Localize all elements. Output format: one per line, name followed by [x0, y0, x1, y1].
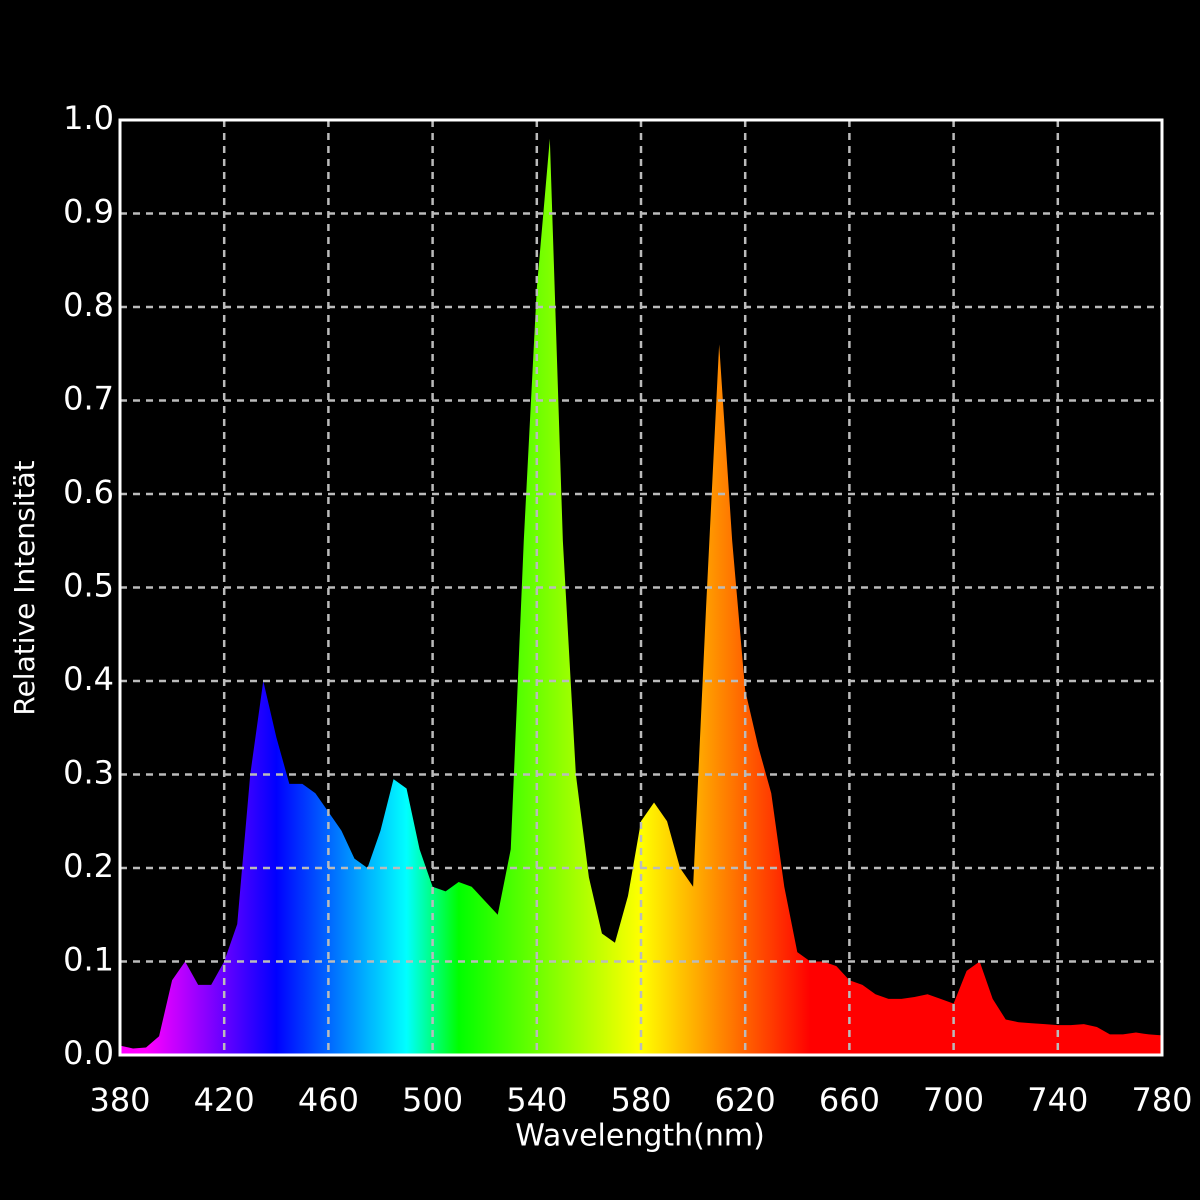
x-tick-label: 700: [923, 1081, 984, 1119]
y-tick-label: 0.6: [63, 473, 114, 511]
x-tick-label: 580: [610, 1081, 671, 1119]
x-tick-label: 620: [715, 1081, 776, 1119]
y-tick-label: 0.0: [63, 1034, 114, 1072]
y-tick-label: 0.4: [63, 660, 114, 698]
y-tick-label: 0.1: [63, 941, 114, 979]
y-tick-label: 0.9: [63, 193, 114, 231]
x-tick-label: 500: [402, 1081, 463, 1119]
x-tick-label: 740: [1027, 1081, 1088, 1119]
spectrum-area: [120, 138, 1162, 1055]
x-tick-label: 380: [89, 1081, 150, 1119]
y-axis-label: Relative Intensität: [8, 460, 41, 715]
x-tick-label: 460: [298, 1081, 359, 1119]
y-tick-label: 0.5: [63, 567, 114, 605]
x-tick-label: 780: [1131, 1081, 1192, 1119]
y-tick-label: 0.8: [63, 286, 114, 324]
y-tick-label: 0.3: [63, 754, 114, 792]
x-tick-label: 660: [819, 1081, 880, 1119]
y-tick-label: 0.7: [63, 380, 114, 418]
y-tick-label: 1.0: [63, 99, 114, 137]
x-axis-label: Wavelength(nm): [515, 1119, 765, 1154]
y-tick-label: 0.2: [63, 847, 114, 885]
x-tick-label: 420: [194, 1081, 255, 1119]
x-tick-label: 540: [506, 1081, 567, 1119]
plot-frame: [118, 118, 1164, 1057]
